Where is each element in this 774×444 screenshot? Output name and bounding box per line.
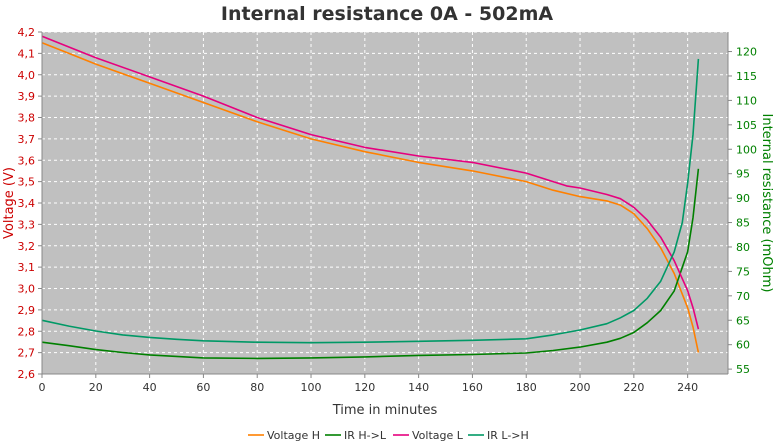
legend-item-voltage-l: Voltage L — [393, 429, 464, 442]
left-tick-label: 4,2 — [18, 26, 36, 39]
legend-item-voltage-h: Voltage H — [248, 429, 320, 442]
right-tick-label: 80 — [736, 241, 750, 254]
legend: Voltage H IR H->L Voltage L IR L->H — [248, 429, 529, 442]
right-tick-label: 120 — [736, 46, 757, 59]
right-axis-title: Internal resistance (mOhm) — [759, 114, 774, 293]
series-line-voltage-h — [41, 41, 700, 353]
x-axis-title: Time in minutes — [332, 403, 438, 418]
right-tick-label: 110 — [736, 94, 757, 107]
x-tick-label: 40 — [143, 381, 157, 394]
right-tick-label: 75 — [736, 265, 750, 278]
left-axis-ticks: 2,6 2,7 2,8 2,9 3,0 3,1 3,2 3,3 3,4 3,5 3,6 3,7 3,8 3… — [18, 26, 42, 381]
left-tick-label: 3,2 — [18, 240, 36, 253]
left-tick-label: 2,7 — [18, 347, 36, 360]
legend-item-ir-h-l: IR H->L — [325, 429, 387, 442]
left-tick-label: 3,9 — [18, 90, 36, 103]
series-lines — [41, 35, 700, 360]
legend-label: IR L->H — [487, 429, 529, 442]
left-tick-label: 3,6 — [18, 154, 36, 167]
right-tick-label: 105 — [736, 119, 757, 132]
right-tick-label: 85 — [736, 217, 750, 230]
x-tick-label: 100 — [301, 381, 322, 394]
legend-item-ir-l-h: IR L->H — [468, 429, 529, 442]
left-tick-label: 3,8 — [18, 112, 36, 125]
x-tick-label: 220 — [623, 381, 644, 394]
legend-label: Voltage H — [267, 429, 320, 442]
left-tick-label: 3,7 — [18, 133, 36, 146]
left-tick-label: 3,5 — [18, 176, 36, 189]
x-tick-label: 140 — [408, 381, 429, 394]
right-tick-label: 115 — [736, 70, 757, 83]
x-tick-label: 180 — [516, 381, 537, 394]
x-tick-label: 20 — [89, 381, 103, 394]
right-axis-ticks: 55 60 65 70 75 80 85 90 95 100 105 110 115 120 — [728, 46, 757, 376]
series-line-voltage-l — [41, 35, 700, 330]
x-tick-label: 60 — [196, 381, 210, 394]
chart-title: Internal resistance 0A - 502mA — [221, 3, 553, 25]
right-tick-label: 65 — [736, 314, 750, 327]
left-tick-label: 2,9 — [18, 304, 36, 317]
left-tick-label: 3,3 — [18, 218, 36, 231]
grid-lines — [41, 31, 728, 375]
legend-label: IR H->L — [344, 429, 387, 442]
left-tick-label: 3,1 — [18, 261, 36, 274]
x-tick-label: 0 — [39, 381, 46, 394]
right-tick-label: 70 — [736, 290, 750, 303]
left-tick-label: 4,0 — [18, 69, 36, 82]
left-tick-label: 3,0 — [18, 283, 36, 296]
right-tick-label: 90 — [736, 192, 750, 205]
left-axis-title: Voltage (V) — [2, 167, 17, 239]
x-tick-label: 200 — [570, 381, 591, 394]
right-tick-label: 60 — [736, 339, 750, 352]
x-tick-label: 80 — [250, 381, 264, 394]
left-tick-label: 3,4 — [18, 197, 36, 210]
x-tick-label: 160 — [462, 381, 483, 394]
series-line-ir-l-h — [41, 58, 700, 344]
right-tick-label: 55 — [736, 363, 750, 376]
x-tick-label: 120 — [354, 381, 375, 394]
x-tick-label: 240 — [677, 381, 698, 394]
series-line-ir-h-l — [41, 168, 700, 360]
left-tick-label: 4,1 — [18, 47, 36, 60]
right-tick-label: 100 — [736, 143, 757, 156]
x-axis-ticks: 0 20 40 60 80 100 120 140 160 180 200 220 240 — [39, 374, 698, 394]
right-tick-label: 95 — [736, 168, 750, 181]
left-tick-label: 2,6 — [18, 368, 36, 381]
legend-label: Voltage L — [412, 429, 464, 442]
left-tick-label: 2,8 — [18, 325, 36, 338]
